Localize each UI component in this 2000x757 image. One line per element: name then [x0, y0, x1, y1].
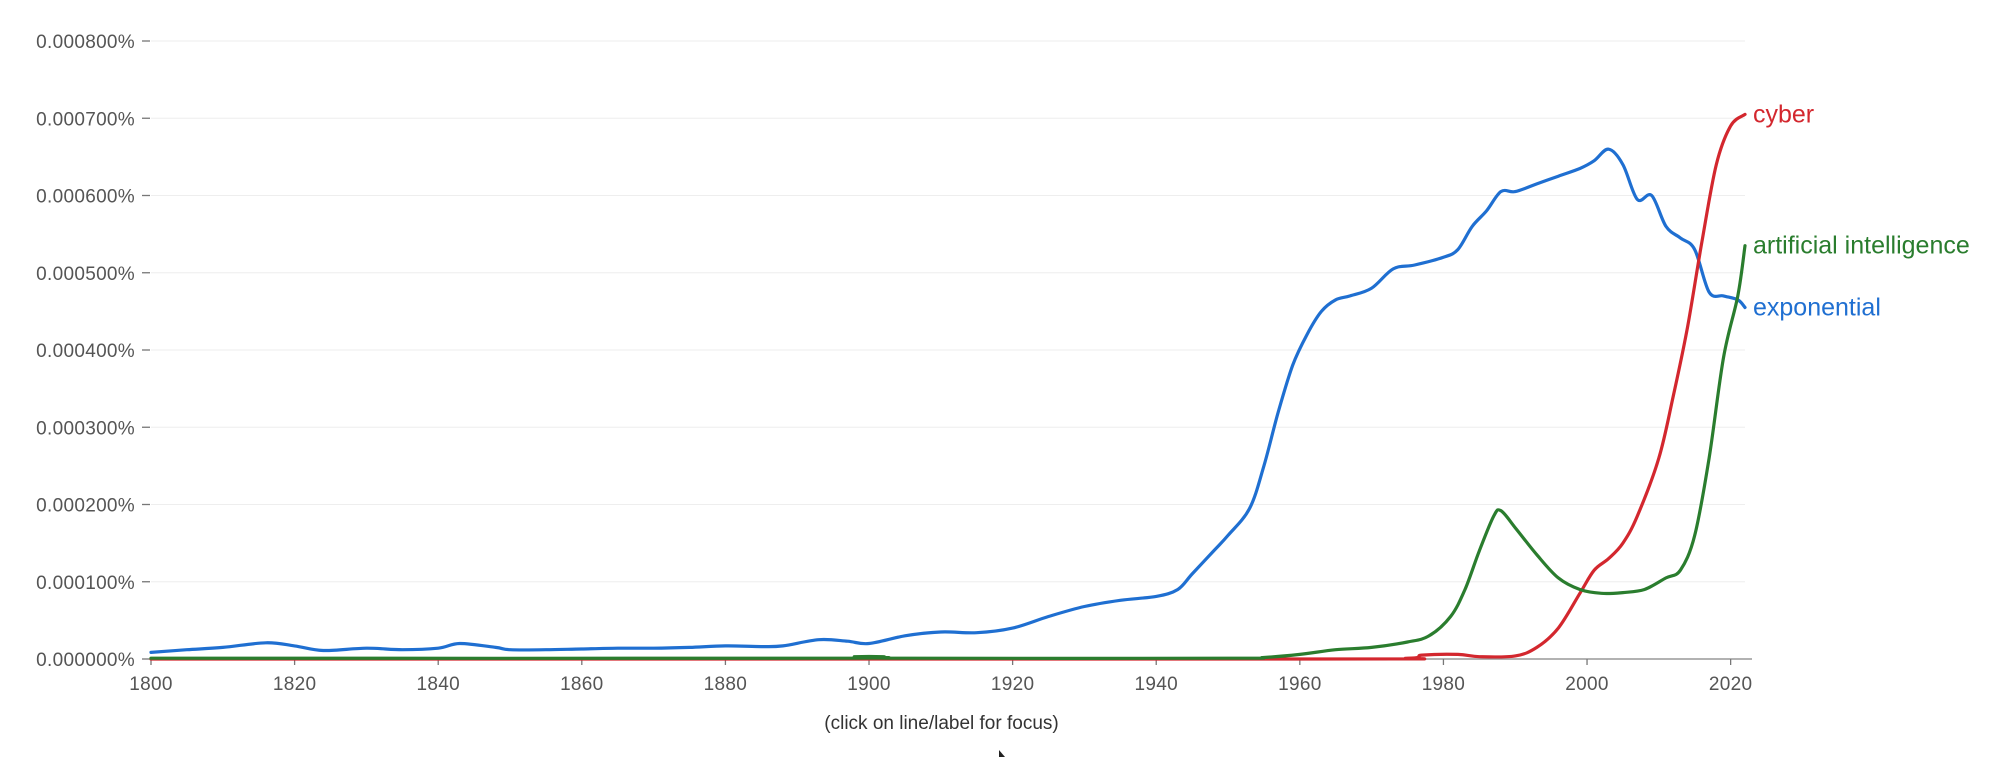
- focus-hint: (click on line/label for focus): [824, 713, 1059, 734]
- gridlines: [151, 40, 1745, 583]
- series-line-cyber[interactable]: [149, 112, 1747, 661]
- y-axis: 0.000000% 0.000100% 0.000200% 0.000300% 0.00…: [36, 32, 150, 671]
- mouse-cursor-icon: [999, 750, 1005, 757]
- x-tick-label: 1800: [129, 674, 172, 695]
- x-tick-label: 1880: [704, 674, 747, 695]
- y-tick-label: 0.000100%: [36, 573, 135, 594]
- y-tick-label: 0.000300%: [36, 418, 135, 439]
- x-tick-label: 1940: [1134, 674, 1177, 695]
- y-tick-label: 0.000500%: [36, 264, 135, 285]
- x-axis: 1800 1820 1840 1860 1880 1900 1920 1940 1960 1980…: [129, 658, 1752, 695]
- x-tick-label: 2020: [1709, 674, 1752, 695]
- x-tick-label: 1960: [1278, 674, 1321, 695]
- x-tick-label: 1920: [991, 674, 1034, 695]
- series-line-artificial-intelligence[interactable]: [149, 244, 1747, 660]
- x-tick-label: 1900: [847, 674, 890, 695]
- y-tick-label: 0.000600%: [36, 187, 135, 208]
- x-tick-label: 2000: [1565, 674, 1608, 695]
- series-label-exponential[interactable]: exponential: [1753, 294, 1881, 322]
- x-tick-label: 1980: [1422, 674, 1465, 695]
- series-line-exponential[interactable]: [149, 147, 1747, 654]
- y-tick-label: 0.000700%: [36, 109, 135, 130]
- x-tick-label: 1840: [416, 674, 459, 695]
- y-tick-label: 0.000800%: [36, 32, 135, 53]
- series-lines: [149, 112, 1747, 661]
- series-labels: exponential cyber artificial intelligence: [1753, 100, 1970, 321]
- series-label-artificial-intelligence[interactable]: artificial intelligence: [1753, 232, 1970, 260]
- series-label-cyber[interactable]: cyber: [1753, 100, 1814, 128]
- x-tick-label: 1860: [560, 674, 603, 695]
- x-tick-label: 1820: [273, 674, 316, 695]
- y-tick-label: 0.000200%: [36, 496, 135, 517]
- y-tick-label: 0.000400%: [36, 341, 135, 362]
- y-tick-label: 0.000000%: [36, 650, 135, 671]
